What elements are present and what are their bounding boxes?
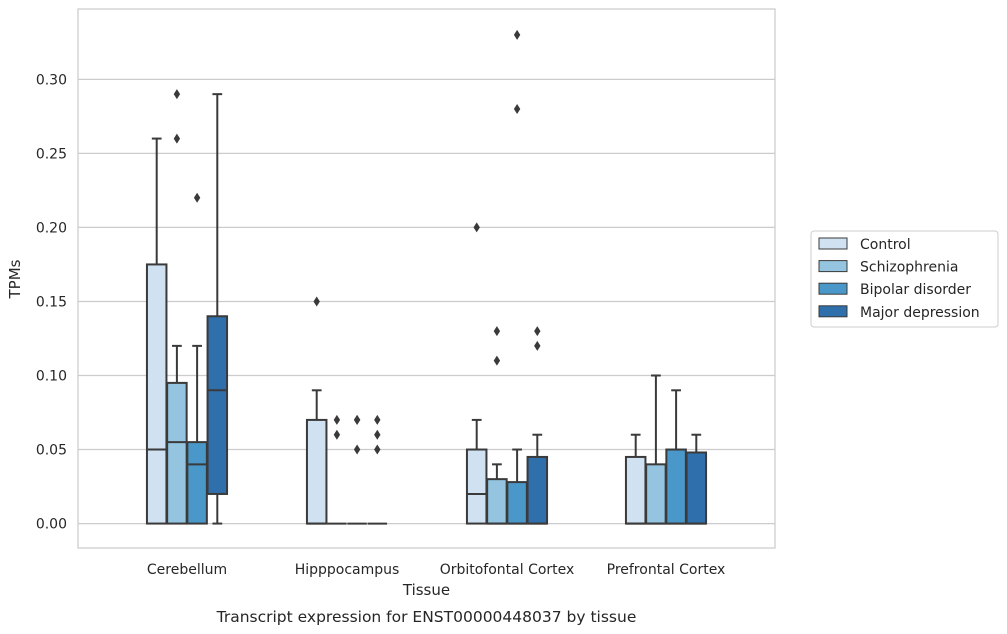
box [186,441,208,525]
box [624,455,647,525]
y-tick-label: 0.30 [36,72,67,88]
x-tick-label: Prefrontal Cortex [607,562,726,578]
outlier-point [173,89,181,100]
legend-swatch [818,260,848,273]
x-tick-label: Hipppocampus [295,562,400,578]
legend-swatch [818,237,848,250]
outlier-point [313,296,320,307]
legend-label: Schizophrenia [860,260,958,276]
y-tick-labels: 0.00 0.05 0.10 0.15 0.20 0.25 0.30 [36,72,67,532]
outlier-point [173,133,181,144]
legend-swatch [818,305,848,318]
x-tick-label: Orbitofontal Cortex [440,562,575,578]
y-tick-label: 0.15 [36,294,67,310]
box-major-depression [685,433,708,525]
outlier-point [374,429,381,440]
box-major-depression [206,93,229,525]
outlier-point [374,414,381,425]
box-bipolar-disorder [186,192,208,525]
box [506,481,528,525]
outlier-point [493,355,501,366]
y-tick-label: 0.05 [36,443,67,459]
legend-frame [810,230,999,328]
legend-swatch [818,282,848,295]
outlier-point [473,222,480,233]
legend-label: Major depression [860,305,980,321]
x-axis-label: Tissue [402,581,450,599]
y-tick-label: 0.00 [36,517,67,533]
outlier-point [333,414,341,425]
box [665,448,687,525]
y-axis-label: TPMs [6,259,24,299]
box [305,418,328,525]
chart-caption: Transcript expression for ENST0000044803… [216,608,637,626]
box-schizophrenia [327,414,347,525]
box [166,381,188,525]
y-tick-label: 0.20 [36,220,67,236]
x-tick-label: Cerebellum [147,562,227,578]
box-control [305,296,328,525]
box-schizophrenia [166,89,188,525]
outlier-point [513,103,521,114]
box [645,463,667,525]
box-major-depression [367,414,388,525]
plot-frame [77,8,776,549]
outlier-point [534,340,541,351]
y-tick-label: 0.10 [36,368,67,384]
outlier-point [193,192,201,203]
box-control [145,137,168,525]
outlier-point [493,326,501,337]
legend: Control Schizophrenia Bipolar disorder Majo… [810,230,999,328]
box-schizophrenia [645,374,667,525]
x-tick-labels: Cerebellum Hipppocampus Orbitofontal Corte… [147,562,725,578]
outlier-point [534,326,541,337]
legend-label: Bipolar disorder [860,282,971,298]
box [145,263,168,525]
outlier-point [333,429,341,440]
outlier-point [353,414,361,425]
outlier-point [513,29,521,40]
box-control [465,222,488,525]
box [486,478,508,525]
box-bipolar-disorder [347,414,367,525]
box [206,315,229,495]
legend-label: Control [860,237,911,253]
box-schizophrenia [486,326,508,525]
outlier-point [353,444,361,455]
box-major-depression [526,326,549,525]
outlier-point [374,444,381,455]
box [526,455,549,525]
y-tick-label: 0.25 [36,146,67,162]
box [465,448,488,525]
box-groups [145,29,708,525]
box [685,451,708,525]
